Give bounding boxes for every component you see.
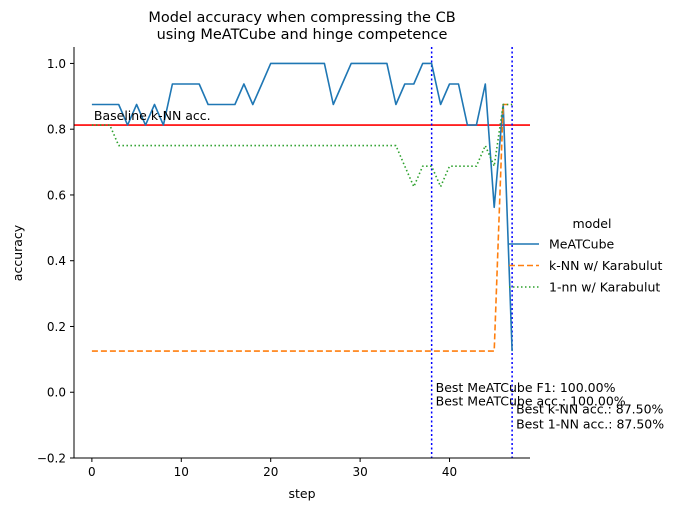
y-ticks: −0.2 0.0 0.2 0.4 0.6 0.8 1.0	[37, 57, 74, 466]
y-tick-label: 0.4	[47, 254, 66, 268]
x-tick-label: 40	[442, 465, 457, 479]
y-tick-label: −0.2	[37, 452, 66, 466]
series-line-k-nn-w-karabulut	[91, 103, 513, 352]
plot-area: Baseline k-NN acc. Best MeATCube F1: 100.…	[74, 47, 664, 458]
y-tick-label: 0.8	[47, 123, 66, 137]
x-tick-label: 30	[352, 465, 367, 479]
y-tick-label: 0.6	[47, 188, 66, 202]
annotation-3: Best k-NN acc.: 87.50%	[516, 402, 663, 417]
y-tick-label: 0.2	[47, 320, 66, 334]
x-ticks: 0 10 20 30 40	[88, 458, 457, 479]
y-axis-label: accuracy	[10, 224, 25, 281]
y-tick-label: 1.0	[47, 57, 66, 71]
chart-title-line-1: Model accuracy when compressing the CB	[148, 10, 455, 26]
annotation-2: Best MeATCube acc.: 100.00%	[436, 393, 626, 408]
legend-title: model	[573, 216, 612, 231]
x-tick-label: 10	[174, 465, 189, 479]
legend-label-1-nn-w-karabulut: 1-nn w/ Karabulut	[549, 280, 660, 295]
x-axis-label: step	[288, 486, 315, 501]
legend: model MeATCube k-NN w/ Karabulut 1-nn w/ K…	[509, 216, 663, 295]
annotation-1: Best MeATCube F1: 100.00%	[436, 380, 616, 395]
legend-label-meatcube: MeATCube	[549, 237, 615, 252]
legend-label-k-nn-w-karabulut: k-NN w/ Karabulut	[549, 258, 663, 273]
x-tick-label: 20	[263, 465, 278, 479]
y-tick-label: 0.0	[47, 386, 66, 400]
x-tick-label: 0	[88, 465, 96, 479]
baseline-label: Baseline k-NN acc.	[94, 108, 211, 123]
chart-title-line-2: using MeATCube and hinge competence	[157, 27, 448, 43]
series-line-meatcube	[91, 62, 513, 352]
annotation-4: Best 1-NN acc.: 87.50%	[516, 416, 664, 431]
